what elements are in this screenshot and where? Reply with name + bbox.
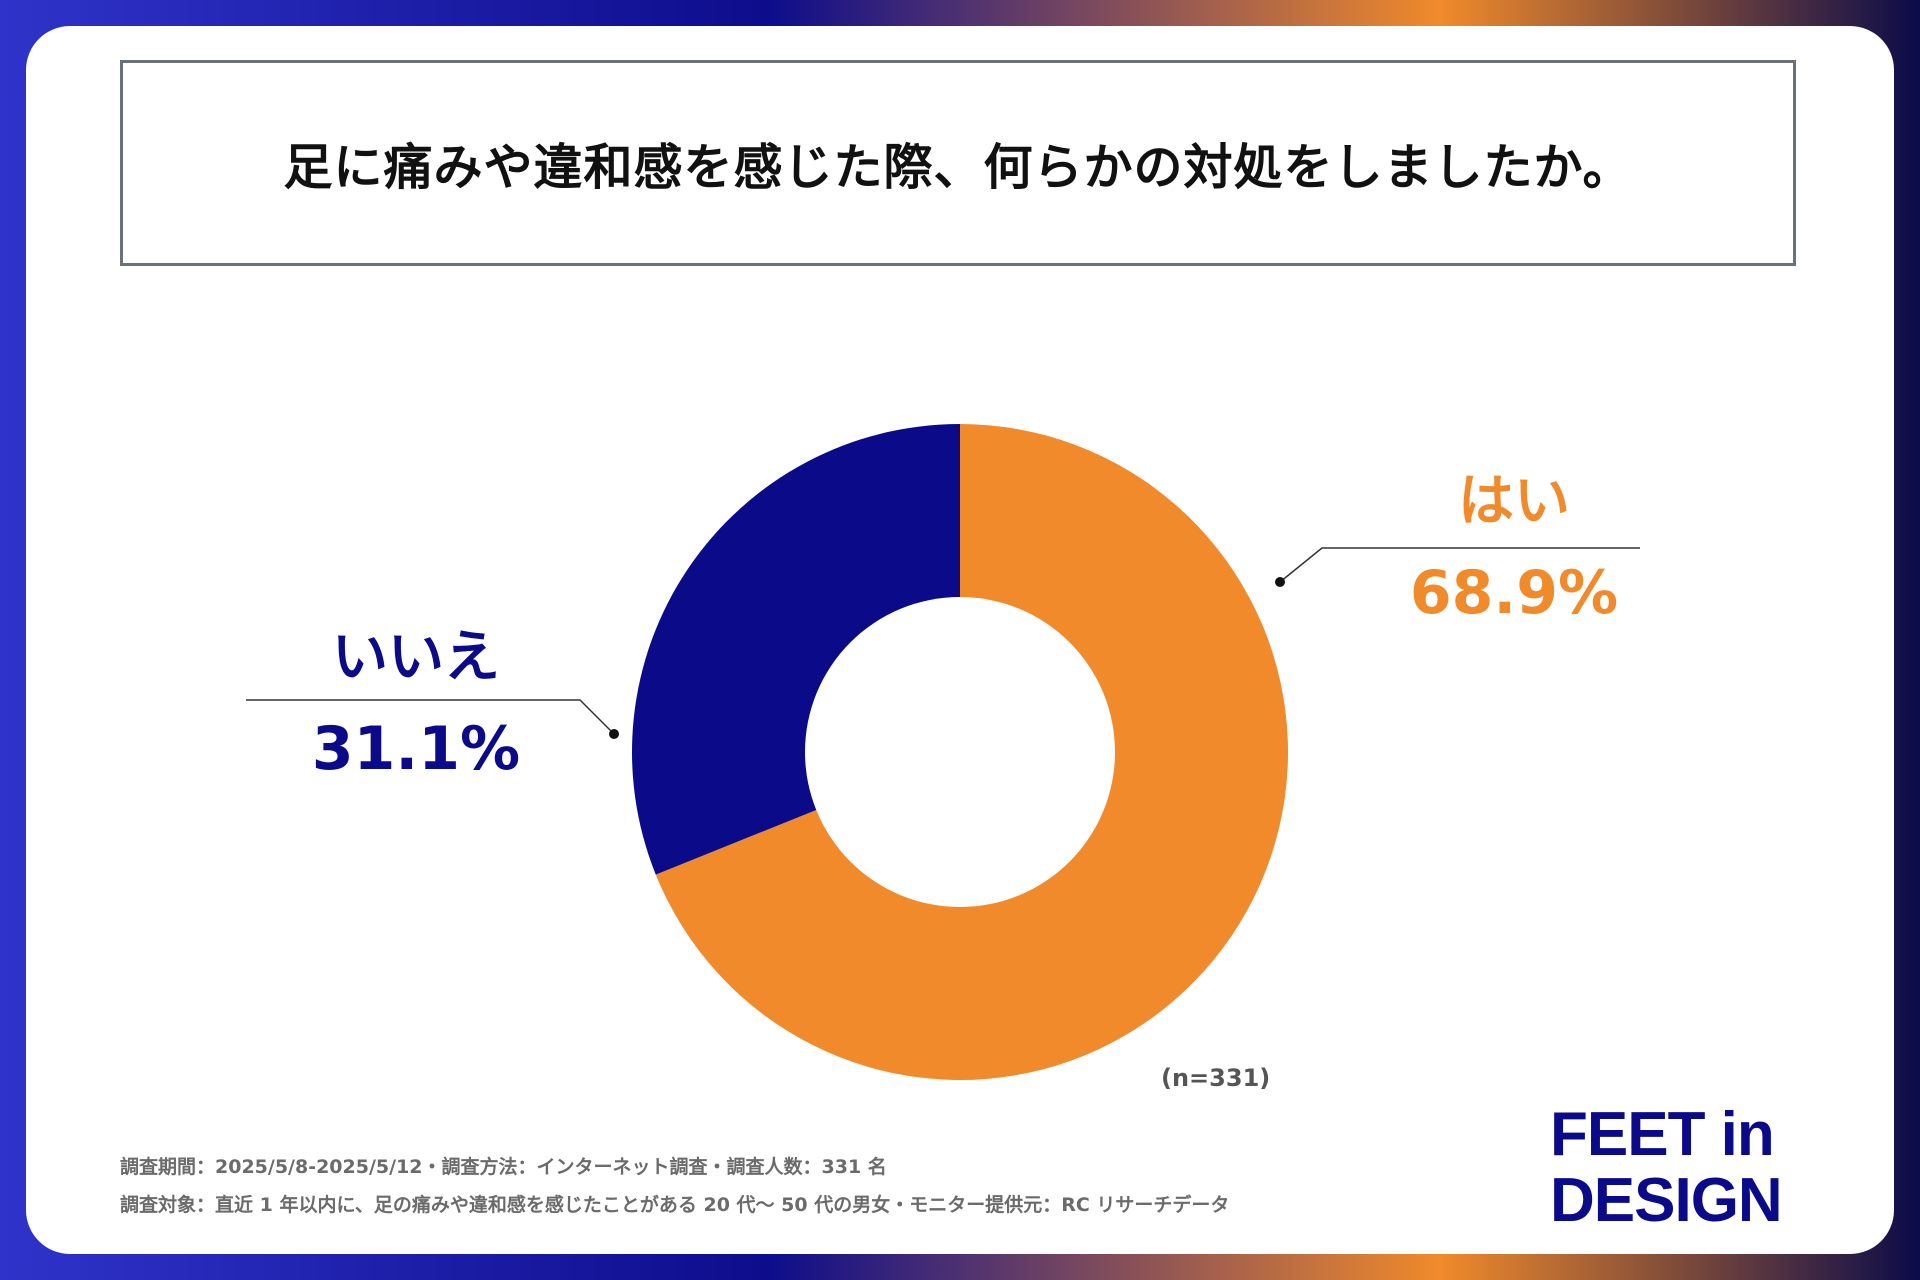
logo-line-1: FEET in — [1550, 1100, 1775, 1169]
donut-hole — [805, 597, 1115, 907]
leader-dot-no — [609, 729, 619, 739]
card: 足に痛みや違和感を感じた際、何らかの対処をしましたか。 はい 68.9% いいえ… — [26, 26, 1894, 1254]
donut-chart — [246, 424, 1640, 1080]
label-yes-name: はい — [1458, 469, 1570, 534]
leader-line-no — [246, 699, 615, 735]
label-no-value: 31.1% — [311, 714, 521, 784]
brand-logo: FEET in DESIGN — [1550, 1100, 1783, 1235]
title-box: 足に痛みや違和感を感じた際、何らかの対処をしましたか。 — [120, 60, 1796, 266]
footer-survey-target: 調査対象：直近 1 年以内に、足の痛みや違和感を感じたことがある 20 代〜 5… — [120, 1194, 1230, 1216]
label-yes-value: 68.9% — [1409, 558, 1619, 628]
leader-line-yes — [1279, 547, 1640, 583]
sample-size-note: (n=331) — [1161, 1064, 1271, 1092]
logo-line-2: DESIGN — [1550, 1166, 1783, 1235]
chart-title: 足に痛みや違和感を感じた際、何らかの対処をしましたか。 — [283, 138, 1633, 196]
leader-dot-yes — [1275, 577, 1285, 587]
footer-survey-info: 調査期間：2025/5/8-2025/5/12・調査方法：インターネット調査・調… — [120, 1156, 887, 1178]
label-no-name: いいえ — [332, 625, 500, 690]
